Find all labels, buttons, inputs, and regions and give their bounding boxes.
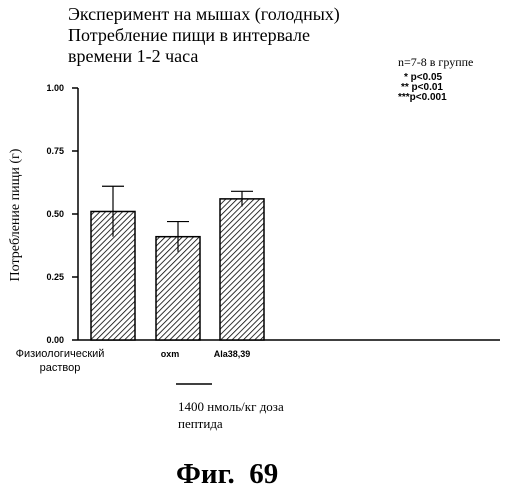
figure-caption: Фиг. 69 xyxy=(176,458,278,491)
dose-label-line-1: 1400 нмоль/кг доза xyxy=(178,398,328,415)
bar xyxy=(156,237,200,340)
bar xyxy=(220,199,264,340)
y-tick-label: 0.00 xyxy=(46,335,64,345)
y-tick-label: 0.75 xyxy=(46,146,64,156)
x-category-label: oxm xyxy=(161,349,180,359)
x-category-label: Ala38,39 xyxy=(214,349,251,359)
y-tick-label: 1.00 xyxy=(46,83,64,93)
x-category-label: раствор xyxy=(40,362,81,374)
x-category-label: Физиологический xyxy=(16,348,105,360)
y-tick-label: 0.25 xyxy=(46,272,64,282)
y-tick-label: 0.50 xyxy=(46,209,64,219)
dose-group-label: 1400 нмоль/кг доза пептида xyxy=(178,398,328,432)
dose-label-line-2: пептида xyxy=(178,415,328,432)
y-axis-label: Потребление пищи (г) xyxy=(8,148,23,281)
